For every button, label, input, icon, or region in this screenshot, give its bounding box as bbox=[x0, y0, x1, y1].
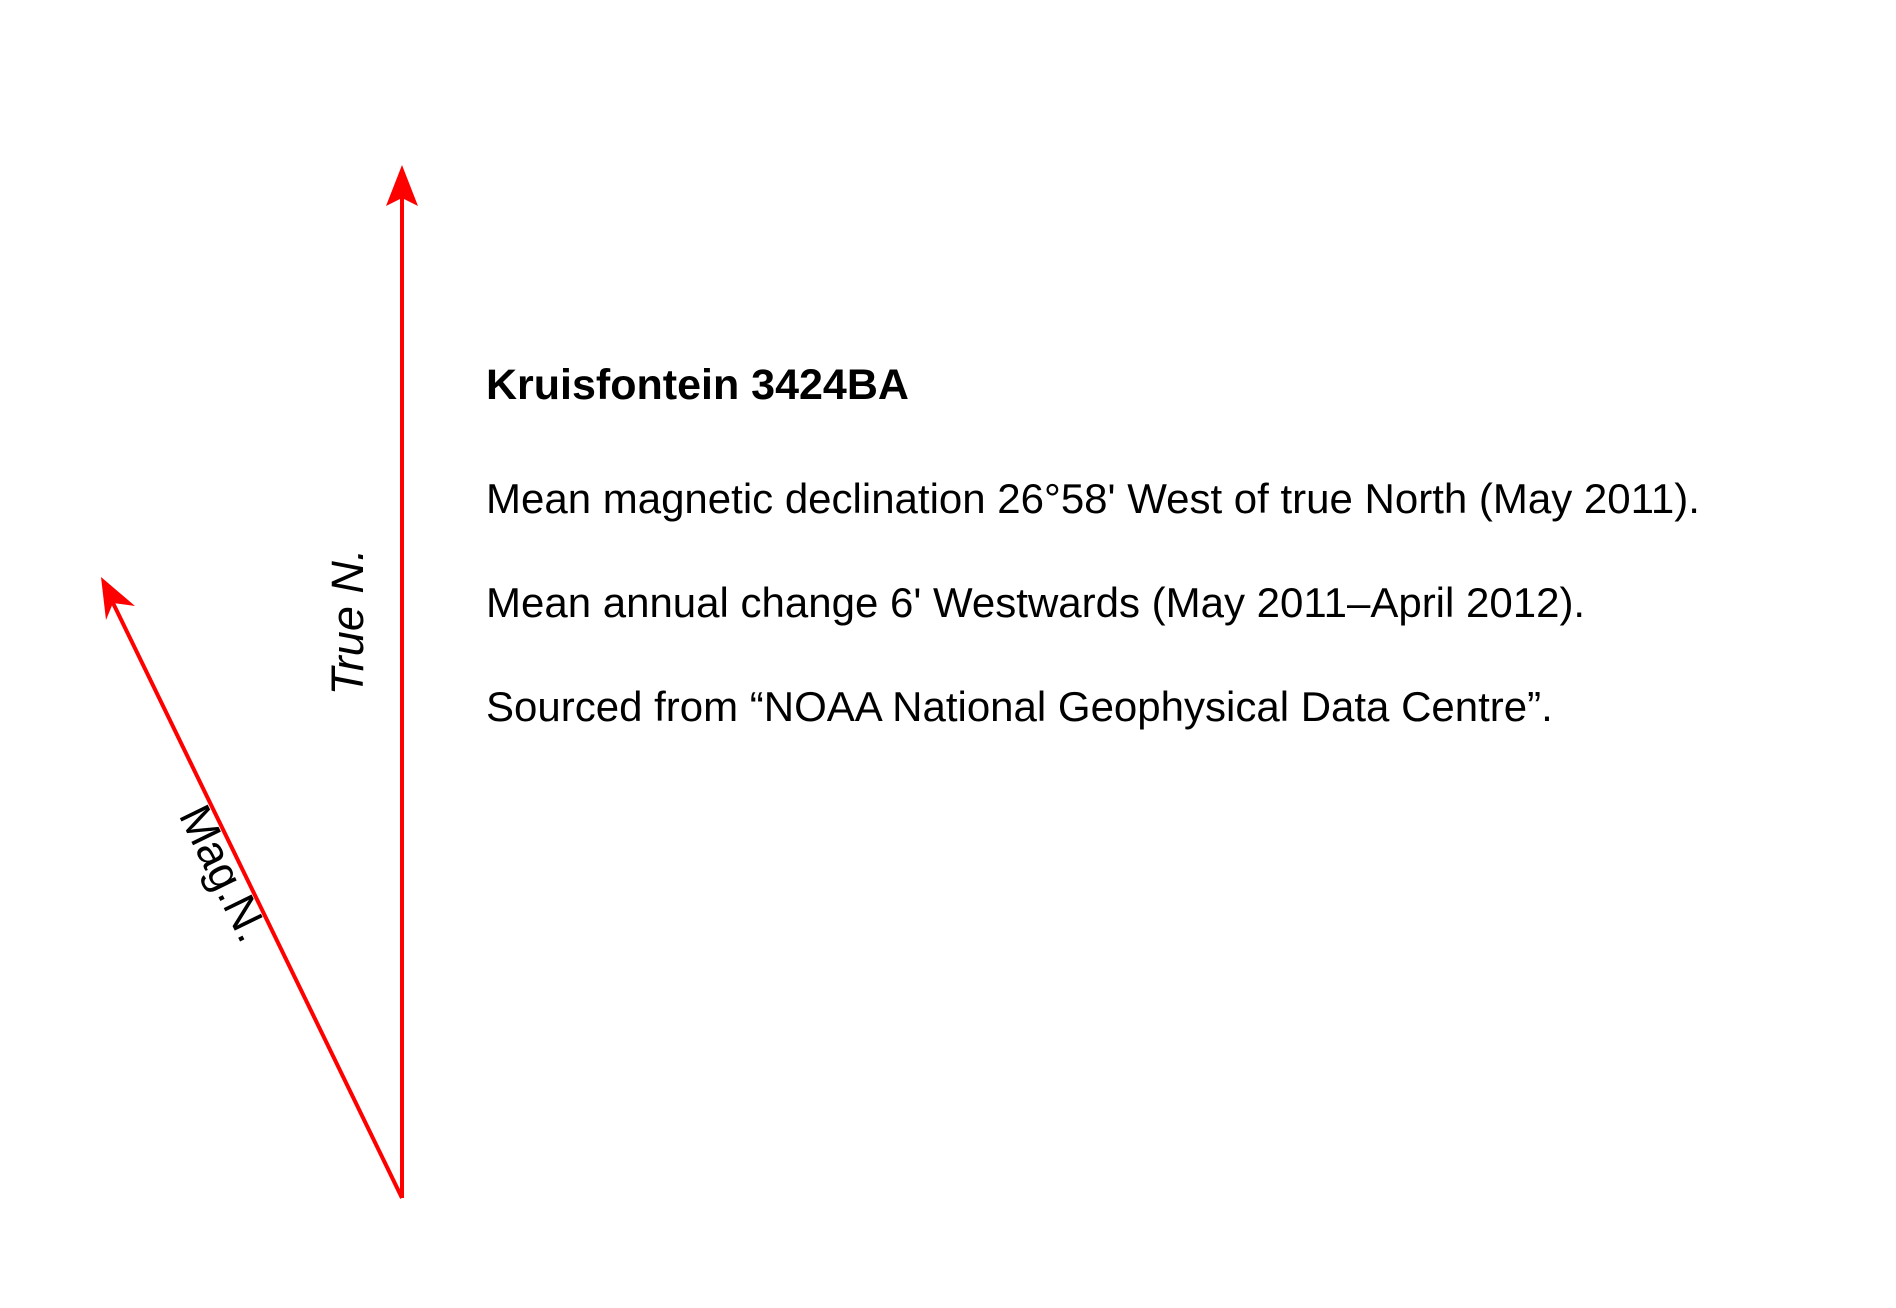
map-sheet-title: Kruisfontein 3424BA bbox=[486, 361, 909, 409]
magnetic-north-arrow-head bbox=[101, 577, 135, 620]
true-north-arrow-head bbox=[386, 165, 418, 206]
declination-info-panel: Kruisfontein 3424BA Mean magnetic declin… bbox=[486, 360, 1876, 786]
true-north-label: True N. bbox=[322, 549, 373, 696]
declination-text: Mean magnetic declination 26°58' West of… bbox=[486, 475, 1700, 522]
source-text: Sourced from “NOAA National Geophysical … bbox=[486, 683, 1553, 730]
magnetic-north-arrow-shaft bbox=[111, 602, 404, 1199]
magnetic-north-label: Mag.N. bbox=[169, 797, 278, 950]
annual-change-text: Mean annual change 6' Westwards (May 201… bbox=[486, 579, 1586, 626]
